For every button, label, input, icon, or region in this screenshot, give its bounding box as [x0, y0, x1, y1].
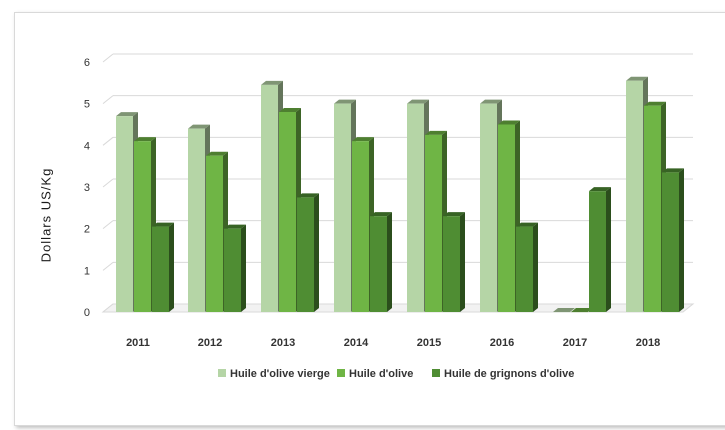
bar-top [134, 137, 156, 142]
x-tick-label: 2012 [198, 337, 222, 349]
bar [370, 216, 387, 312]
bar-top [224, 224, 246, 229]
bar-top [589, 187, 611, 192]
legend-swatch [337, 369, 345, 377]
legend-swatch [218, 369, 226, 377]
bar [498, 124, 515, 312]
bar [480, 103, 497, 313]
bar [206, 155, 223, 312]
bar-top [443, 212, 465, 217]
y-tick-label: 1 [84, 265, 90, 277]
bar-side [460, 212, 465, 312]
legend-label: Huile d'olive [349, 368, 413, 380]
bar [626, 80, 643, 312]
bar-top [297, 193, 319, 198]
bar-top [571, 308, 593, 312]
bar-side [679, 168, 684, 312]
gridline-depth [102, 220, 114, 230]
bar-side [533, 222, 538, 312]
bar [297, 197, 314, 312]
gridline-depth [102, 178, 114, 188]
bar [443, 216, 460, 312]
bar-top [407, 99, 429, 104]
bar [334, 103, 351, 313]
x-tick-label: 2015 [417, 337, 441, 349]
y-tick-label: 6 [84, 57, 90, 69]
bar-top [261, 80, 283, 85]
legend-label: Huile d'olive vierge [230, 368, 330, 380]
bar-side [387, 212, 392, 312]
bar [662, 172, 679, 312]
bar [134, 141, 151, 312]
bar [352, 141, 369, 312]
bar [261, 84, 278, 312]
gridline-depth [102, 261, 114, 271]
bar [152, 226, 169, 312]
x-tick-label: 2011 [126, 337, 150, 349]
x-tick-label: 2014 [344, 337, 369, 349]
bar-top [626, 76, 648, 81]
x-tick-label: 2016 [490, 337, 514, 349]
y-tick-label: 3 [84, 182, 90, 194]
bar [224, 228, 241, 312]
y-tick-label: 4 [84, 140, 90, 152]
bar-top [498, 120, 520, 125]
bar-top [116, 112, 138, 117]
bar-side [314, 193, 319, 312]
gridline-depth [102, 136, 114, 146]
bar-top [516, 222, 538, 227]
bar [644, 105, 661, 313]
bar-top [425, 130, 447, 135]
bar [425, 134, 442, 312]
bar-top [352, 137, 374, 142]
bar-top [334, 99, 356, 104]
gridline-depth [102, 95, 114, 105]
bar-top [480, 99, 502, 104]
x-tick-label: 2013 [271, 337, 295, 349]
gridline-depth [102, 53, 114, 63]
bar-top [152, 222, 174, 227]
y-tick-label: 5 [84, 99, 90, 111]
y-tick-label: 2 [84, 224, 90, 236]
legend-label: Huile de grignons d'olive [444, 368, 574, 380]
y-tick-label: 0 [84, 307, 90, 319]
bar-top [662, 168, 684, 173]
legend-swatch [432, 369, 440, 377]
bar [116, 116, 133, 312]
bar-top [279, 107, 301, 112]
x-tick-label: 2017 [563, 337, 587, 349]
x-tick-label: 2018 [636, 337, 660, 349]
bar [407, 103, 424, 313]
bar-side [241, 224, 246, 312]
bar-top [206, 151, 228, 156]
bar [188, 128, 205, 312]
bar-top [553, 308, 575, 312]
bar-top [644, 101, 666, 106]
bar-side [169, 222, 174, 312]
bar-side [606, 187, 611, 312]
bar-top [188, 124, 210, 129]
bar [279, 111, 296, 312]
bar [516, 226, 533, 312]
bar [589, 191, 606, 312]
bar-top [370, 212, 392, 217]
